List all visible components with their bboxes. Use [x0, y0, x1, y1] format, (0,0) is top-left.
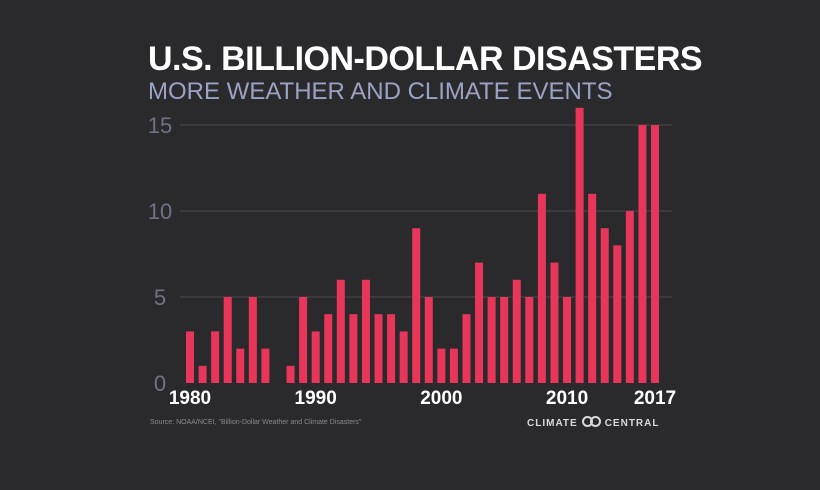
bar-2017 — [651, 125, 659, 383]
bar-2010 — [563, 297, 572, 383]
bar-1992 — [336, 279, 345, 383]
bar-1990 — [311, 331, 320, 383]
logo-text-right: CENTRAL — [604, 417, 660, 429]
bar-1989 — [299, 297, 308, 383]
y-tick-label: 5 — [154, 285, 166, 310]
bar-1999 — [424, 297, 433, 383]
logo-rings-icon — [581, 416, 601, 430]
chart-title: U.S. BILLION-DOLLAR DISASTERS — [148, 40, 703, 78]
chart-subtitle: MORE WEATHER AND CLIMATE EVENTS — [148, 78, 613, 105]
bar-2014 — [613, 245, 622, 383]
x-tick-label: 2000 — [420, 388, 462, 409]
x-tick-label: 1980 — [169, 388, 211, 409]
climate-central-logo: CLIMATE CENTRAL — [527, 416, 659, 430]
bar-2001 — [449, 348, 458, 383]
bar-2000 — [437, 348, 446, 383]
bar-1983 — [223, 297, 232, 383]
bar-1981 — [198, 365, 207, 383]
bar-2007 — [525, 297, 534, 383]
y-tick-label: 0 — [154, 371, 166, 396]
bar-2006 — [512, 279, 521, 383]
bar-1980 — [186, 331, 194, 383]
bar-1993 — [349, 314, 358, 383]
bar-2012 — [588, 193, 597, 383]
bar-2009 — [550, 262, 559, 383]
bar-1994 — [361, 279, 370, 383]
y-tick-label: 15 — [148, 113, 172, 138]
bar-2013 — [600, 228, 609, 383]
bar-1982 — [211, 331, 220, 383]
bar-1991 — [324, 314, 333, 383]
bar-1988 — [286, 365, 295, 383]
bar-2003 — [475, 262, 484, 383]
bar-2005 — [500, 297, 509, 383]
bar-1985 — [248, 297, 257, 383]
bar-1998 — [412, 228, 421, 383]
bar-2011 — [575, 107, 584, 384]
bar-2016 — [638, 125, 647, 383]
x-tick-label: 2017 — [634, 388, 676, 409]
logo-text-left: CLIMATE — [527, 417, 578, 429]
bar-2002 — [462, 314, 471, 383]
bar-1996 — [387, 314, 396, 383]
bar-2008 — [537, 193, 546, 383]
y-tick-label: 10 — [148, 199, 172, 224]
bar-1995 — [374, 314, 383, 383]
bar-1984 — [236, 348, 245, 383]
bar-1997 — [399, 331, 408, 383]
bar-1986 — [261, 348, 270, 383]
x-tick-label: 2010 — [546, 388, 588, 409]
bar-2004 — [487, 297, 496, 383]
x-tick-label: 1990 — [295, 388, 337, 409]
bar-2015 — [625, 211, 634, 383]
source-note: Source: NOAA/NCEI, "Billion-Dollar Weath… — [150, 419, 362, 426]
